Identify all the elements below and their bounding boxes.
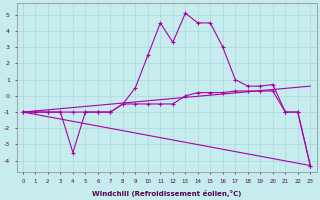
- X-axis label: Windchill (Refroidissement éolien,°C): Windchill (Refroidissement éolien,°C): [92, 190, 241, 197]
